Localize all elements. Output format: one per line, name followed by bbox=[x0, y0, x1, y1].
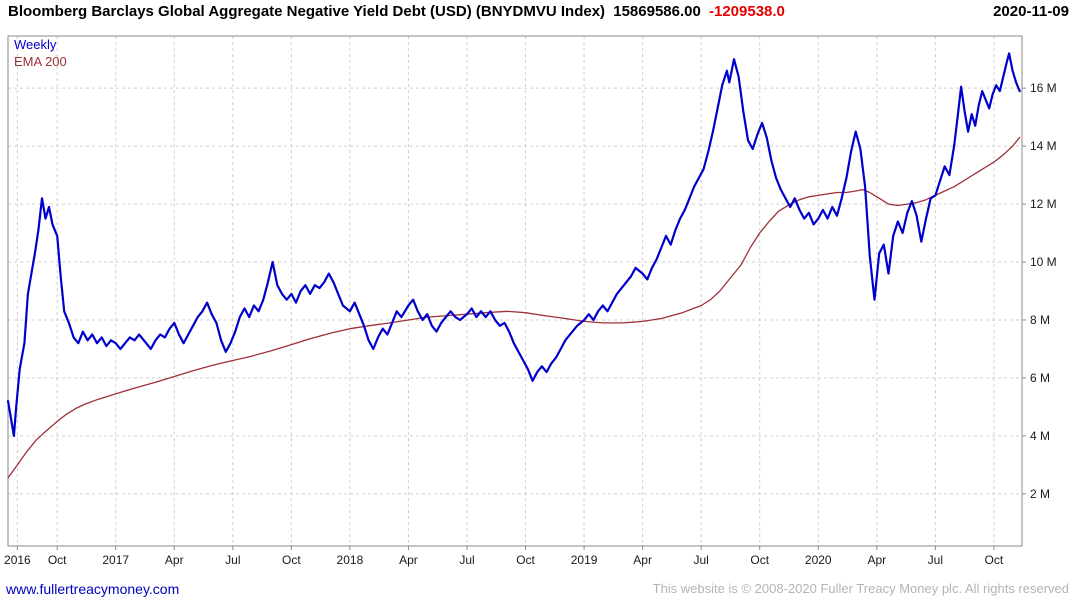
x-tick-label: Apr bbox=[165, 553, 184, 567]
y-tick-label: 16 M bbox=[1030, 81, 1057, 95]
legend-ema-200: EMA 200 bbox=[14, 54, 67, 69]
x-tick-label: Oct bbox=[282, 553, 301, 567]
last-value: 15869586.00 bbox=[613, 3, 701, 20]
chart-legend: Weekly EMA 200 bbox=[14, 36, 67, 70]
chart-header: Bloomberg Barclays Global Aggregate Nega… bbox=[8, 3, 1069, 20]
y-tick-label: 6 M bbox=[1030, 371, 1050, 385]
legend-weekly: Weekly bbox=[14, 37, 57, 52]
x-tick-label: Apr bbox=[867, 553, 886, 567]
x-tick-label: 2016 bbox=[4, 553, 31, 567]
price-line bbox=[6, 52, 1021, 437]
y-tick-label: 14 M bbox=[1030, 139, 1057, 153]
change-value: -1209538.0 bbox=[709, 3, 785, 20]
x-tick-label: Jul bbox=[928, 553, 943, 567]
y-tick-label: 10 M bbox=[1030, 255, 1057, 269]
x-tick-label: Apr bbox=[633, 553, 652, 567]
y-tick-label: 8 M bbox=[1030, 313, 1050, 327]
x-tick-label: 2019 bbox=[571, 553, 598, 567]
x-tick-label: 2020 bbox=[805, 553, 832, 567]
ema-line bbox=[7, 136, 1021, 479]
y-tick-label: 12 M bbox=[1030, 197, 1057, 211]
x-tick-label: Oct bbox=[985, 553, 1004, 567]
x-tick-label: Jul bbox=[459, 553, 474, 567]
x-tick-label: Jul bbox=[225, 553, 240, 567]
plot-border bbox=[7, 35, 1023, 547]
footer-link[interactable]: www.fullertreacymoney.com bbox=[6, 581, 180, 597]
price-chart: 2 M 4 M 6 M 8 M 10 M 12 M 14 M 16 M 2016 Oct 2017 A… bbox=[4, 35, 1057, 567]
x-tick-label: Oct bbox=[48, 553, 67, 567]
x-tick-label: Oct bbox=[750, 553, 769, 567]
y-tick-label: 2 M bbox=[1030, 487, 1050, 501]
chart-title: Bloomberg Barclays Global Aggregate Nega… bbox=[8, 3, 606, 20]
x-tick-label: Jul bbox=[694, 553, 709, 567]
footer-copyright: This website is © 2008-2020 Fuller Treac… bbox=[652, 581, 1069, 596]
chart-title-block: Bloomberg Barclays Global Aggregate Nega… bbox=[8, 3, 789, 20]
x-tick-label: Apr bbox=[399, 553, 418, 567]
x-tick-label: 2018 bbox=[337, 553, 364, 567]
chart-date: 2020-11-09 bbox=[993, 3, 1069, 20]
x-tick-label: 2017 bbox=[102, 553, 129, 567]
x-tick-label: Oct bbox=[516, 553, 535, 567]
y-tick-label: 4 M bbox=[1030, 429, 1050, 443]
